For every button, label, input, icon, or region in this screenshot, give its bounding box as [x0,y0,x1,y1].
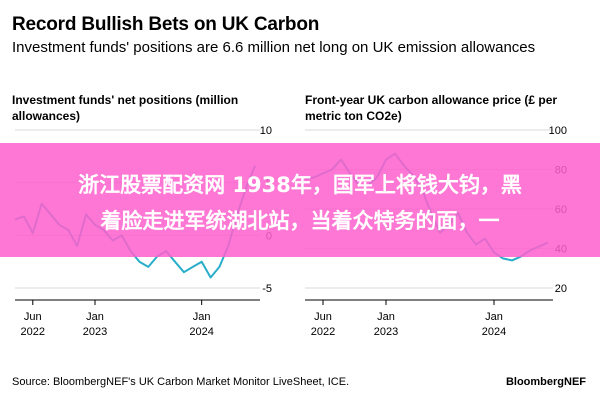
overlay-text-line-1: 浙江股票配资网 1938年，国军上将钱大钧，黑 [78,173,522,197]
positions-y-tick-label: 10 [260,125,272,137]
panel-title-positions: Investment funds' net positions (million… [12,93,239,123]
price-y-tick-label: 100 [549,125,567,137]
chart-subtitle: Investment funds' positions are 6.6 mill… [12,39,536,56]
brand-logo-text: BloombergNEF [505,376,586,388]
source-note: Source: BloombergNEF's UK Carbon Market … [12,376,350,388]
positions-x-tick-label-year: 2024 [189,326,213,338]
chart-title: Record Bullish Bets on UK Carbon [12,14,320,35]
panel-title-price: Front-year UK carbon allowance price (£ … [305,93,558,123]
promo-overlay-banner: 浙江股票配资网 1938年，国军上将钱大钧，黑 着脸走进军统湖北站，当着众特务的… [0,143,600,257]
price-x-tick-label-month: Jan [485,311,503,323]
positions-x-tick-label-month: Jan [86,311,104,323]
price-x-tick-label-year: 2023 [374,326,398,338]
positions-x-tick-label-month: Jun [24,311,42,323]
positions-y-tick-label: -5 [262,283,272,295]
positions-x-tick-label-year: 2023 [83,326,107,338]
price-x-tick-label-month: Jan [377,311,395,323]
positions-x-tick-label-month: Jan [193,311,211,323]
positions-x-tick-label-year: 2022 [21,326,45,338]
price-x-tick-label-month: Jun [314,311,332,323]
price-y-tick-label: 20 [555,283,567,295]
price-x-tick-label-year: 2024 [482,326,506,338]
price-x-tick-label-year: 2022 [311,326,335,338]
overlay-text-line-2: 着脸走进军统湖北站，当着众特务的面，一 [100,209,500,233]
